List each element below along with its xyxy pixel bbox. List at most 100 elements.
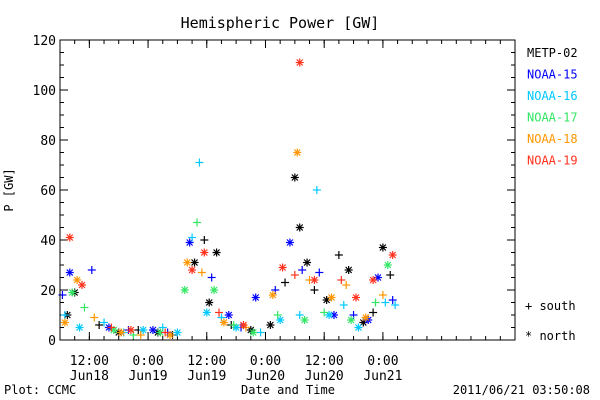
x-tick-label-date: Jun20 — [246, 369, 285, 384]
data-point — [60, 318, 69, 327]
data-point — [391, 301, 400, 309]
data-point — [161, 328, 170, 337]
data-point — [310, 286, 319, 294]
data-point — [65, 268, 74, 277]
marker-legend-entry: + south — [525, 299, 576, 313]
data-points — [58, 58, 400, 339]
data-point — [207, 273, 216, 282]
legend-entry: NOAA-18 — [527, 132, 578, 146]
x-tick-label-time: 12:00 — [70, 354, 109, 369]
x-tick-label-time: 12:00 — [305, 354, 344, 369]
data-point — [388, 296, 397, 304]
data-point — [361, 313, 370, 322]
x-tick-label-date: Jun21 — [363, 369, 402, 384]
footer-source: Plot: CCMC — [4, 383, 76, 397]
data-point — [192, 218, 201, 227]
data-point — [347, 316, 356, 324]
legend-entry: NOAA-17 — [527, 111, 578, 125]
data-point — [60, 311, 69, 319]
data-point — [173, 328, 182, 337]
legend: METP-02 NOAA-15 NOAA-16 NOAA-17 NOAA-18 NOAA-… — [527, 46, 578, 168]
data-point — [188, 266, 197, 274]
x-tick-label-date: Jun20 — [305, 369, 344, 384]
data-point — [78, 281, 87, 289]
chart-title: Hemispheric Power [GW] — [181, 14, 380, 32]
data-point — [100, 318, 109, 327]
data-point — [300, 316, 309, 324]
x-tick-label-date: Jun18 — [70, 369, 109, 384]
data-point — [68, 288, 77, 297]
legend-entry: NOAA-16 — [527, 89, 578, 103]
data-point — [107, 323, 116, 332]
data-point — [285, 238, 294, 247]
data-point — [210, 286, 219, 294]
data-point — [219, 318, 228, 327]
data-point — [202, 308, 211, 317]
data-point — [337, 276, 346, 284]
y-tick-label: 100 — [33, 84, 56, 99]
data-point — [295, 223, 304, 232]
data-point — [188, 233, 197, 242]
data-point — [273, 311, 282, 319]
footer-timestamp: 2011/06/21 03:50:08 — [453, 383, 590, 397]
y-tick-label: 40 — [40, 234, 56, 249]
data-point — [344, 266, 353, 274]
data-point — [383, 261, 392, 269]
x-tick-label-time: 12:00 — [187, 354, 226, 369]
data-point — [351, 293, 360, 302]
legend-entry: METP-02 — [527, 46, 578, 60]
data-point — [148, 326, 157, 334]
marker-legend-entry: * north — [525, 329, 576, 343]
data-point — [388, 251, 397, 259]
data-point — [281, 278, 290, 287]
data-point — [371, 298, 380, 307]
data-point — [312, 186, 321, 194]
data-point — [378, 291, 387, 299]
y-tick-label: 0 — [48, 334, 56, 349]
data-point — [166, 331, 175, 339]
data-point — [126, 326, 135, 334]
data-point — [293, 148, 302, 157]
x-tick-label-time: 0:00 — [250, 354, 281, 369]
marker-legend: + south * north — [525, 299, 576, 343]
data-point — [215, 308, 224, 317]
data-point — [95, 321, 104, 329]
data-point — [339, 301, 348, 309]
x-axis-label: Date and Time — [241, 383, 335, 397]
data-point — [334, 251, 343, 259]
data-point — [315, 268, 324, 277]
data-point — [290, 173, 299, 182]
data-point — [75, 323, 84, 332]
data-point — [295, 58, 304, 67]
data-point — [195, 158, 204, 167]
data-point — [136, 331, 145, 339]
data-point — [190, 258, 199, 267]
data-point — [378, 243, 387, 252]
data-point — [369, 276, 378, 284]
x-tick-label-date: Jun19 — [128, 369, 167, 384]
x-tick-label-time: 0:00 — [132, 354, 163, 369]
data-point — [87, 266, 96, 274]
data-point — [205, 298, 214, 307]
y-tick-label: 80 — [40, 134, 56, 149]
data-point — [183, 258, 192, 267]
y-tick-label: 20 — [40, 284, 56, 299]
data-point — [278, 263, 287, 272]
data-point — [320, 308, 329, 317]
data-point — [342, 281, 351, 289]
x-tick-label-time: 0:00 — [367, 354, 398, 369]
y-tick-label: 120 — [33, 34, 56, 49]
x-axis-ticks: 12:00Jun180:00Jun1912:00Jun190:00Jun2012… — [59, 40, 516, 384]
data-point — [80, 303, 89, 312]
data-point — [197, 268, 206, 277]
data-point — [381, 298, 390, 307]
data-point — [224, 311, 233, 319]
data-point — [212, 248, 221, 257]
data-point — [249, 328, 258, 337]
data-point — [369, 308, 378, 317]
data-point — [229, 321, 238, 329]
data-point — [310, 276, 319, 284]
data-point — [386, 271, 395, 279]
data-point — [256, 328, 265, 337]
